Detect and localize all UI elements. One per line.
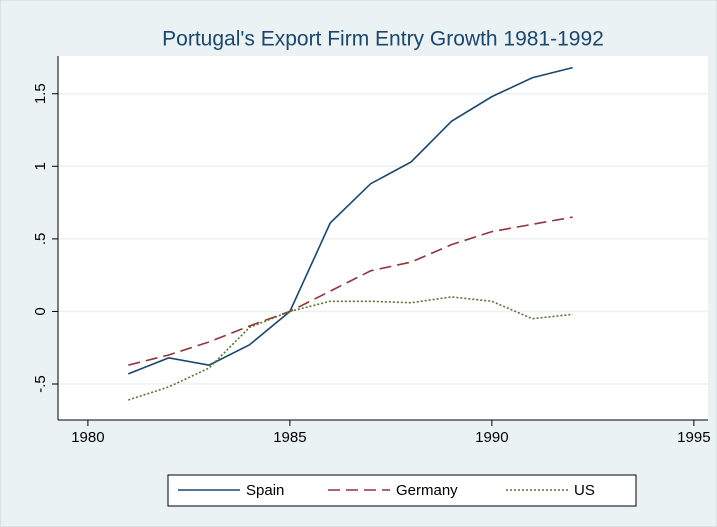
y-tick-label: 1: [32, 162, 49, 170]
y-tick-label: -.5: [32, 375, 49, 393]
y-tick-label: 1.5: [32, 83, 49, 104]
x-tick-label: 1985: [273, 429, 306, 446]
x-tick-label: 1995: [677, 429, 710, 446]
series-line: [128, 296, 573, 401]
series-line: [127, 66, 573, 375]
legend-label: Germany: [396, 482, 458, 499]
x-tick-label: 1990: [475, 429, 508, 446]
legend-label: US: [574, 482, 595, 499]
legend-label: Spain: [246, 482, 284, 499]
series-line: [128, 216, 573, 366]
plot-background: [58, 56, 708, 420]
y-tick-label: 0: [32, 307, 49, 315]
chart-title: Portugal's Export Firm Entry Growth 1981…: [162, 28, 604, 51]
x-tick-label: 1980: [71, 429, 104, 446]
y-tick-label: .5: [32, 233, 49, 246]
